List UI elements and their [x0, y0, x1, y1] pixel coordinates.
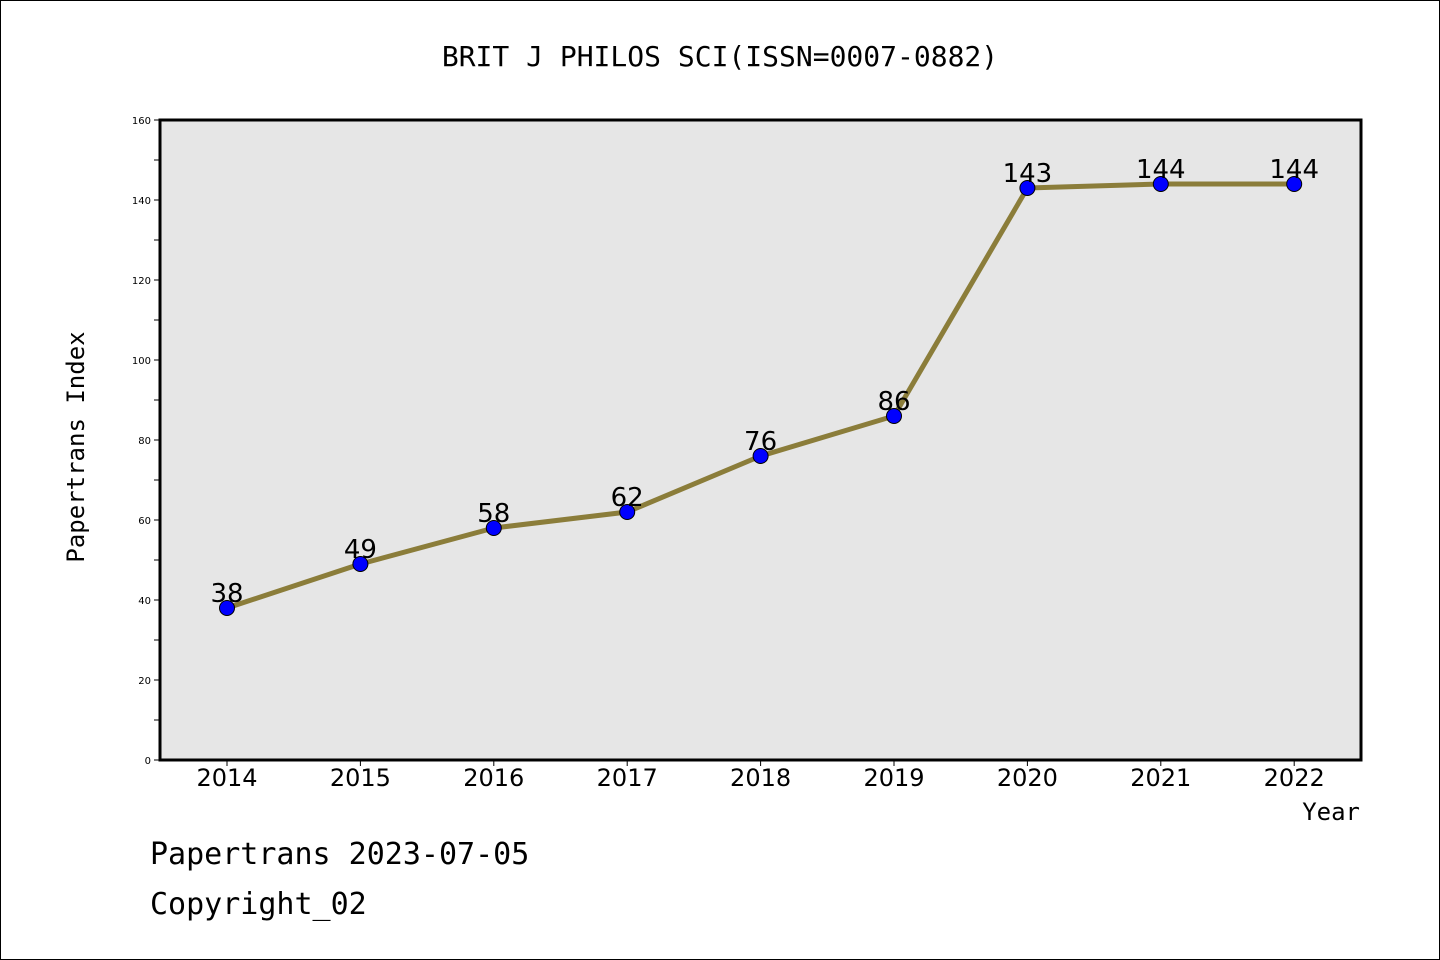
x-tick-label: 2017 — [597, 764, 658, 792]
x-tick-label: 2015 — [330, 764, 391, 792]
y-tick-label: 40 — [138, 596, 151, 607]
data-label: 143 — [1003, 159, 1053, 189]
x-tick-label: 2018 — [730, 764, 791, 792]
y-tick-label: 160 — [132, 116, 151, 127]
y-tick-label: 100 — [132, 356, 151, 367]
data-point — [886, 408, 902, 424]
x-tick-label: 2022 — [1264, 764, 1325, 792]
data-point — [1286, 176, 1303, 192]
data-label: 62 — [611, 483, 644, 513]
x-axis-label: Year — [1302, 798, 1360, 826]
y-tick-label: 20 — [138, 676, 151, 687]
data-label: 144 — [1269, 155, 1319, 185]
data-point — [752, 448, 769, 464]
data-label: 86 — [877, 387, 910, 417]
data-point — [352, 556, 369, 572]
data-point — [485, 520, 502, 536]
footer-date: Papertrans 2023-07-05 — [150, 837, 529, 872]
data-label: 58 — [477, 499, 510, 529]
data-label: 144 — [1136, 155, 1186, 185]
x-tick-label: 2021 — [1130, 764, 1191, 792]
y-axis: 0 20 40 60 80 100 120 140 160 — [132, 116, 160, 767]
x-tick-label: 2014 — [196, 764, 257, 792]
x-axis: 2014 2015 2016 2017 2018 2019 2020 2021 2022 — [196, 760, 1325, 792]
y-axis-label: Papertrans Index — [62, 331, 90, 562]
plot-area — [158, 118, 1363, 762]
data-point — [219, 600, 235, 616]
y-tick-label: 120 — [132, 276, 151, 287]
footer-copyright: Copyright_02 — [150, 887, 367, 922]
data-label: 38 — [210, 579, 243, 609]
data-label: 49 — [344, 535, 377, 565]
data-point — [1152, 176, 1169, 192]
y-tick-label: 60 — [138, 516, 151, 527]
y-tick-label: 80 — [138, 436, 151, 447]
data-label: 76 — [744, 427, 777, 457]
series-papertrans-index: 38 49 58 62 76 86 143 144 144 — [210, 155, 1319, 616]
x-tick-label: 2019 — [863, 764, 924, 792]
x-tick-label: 2016 — [463, 764, 524, 792]
y-tick-label: 140 — [132, 196, 151, 207]
data-point — [1019, 180, 1036, 196]
data-point — [619, 504, 636, 520]
chart-title: BRIT J PHILOS SCI(ISSN=0007-0882) — [442, 40, 998, 73]
y-tick-label: 0 — [145, 756, 151, 767]
x-tick-label: 2020 — [997, 764, 1058, 792]
